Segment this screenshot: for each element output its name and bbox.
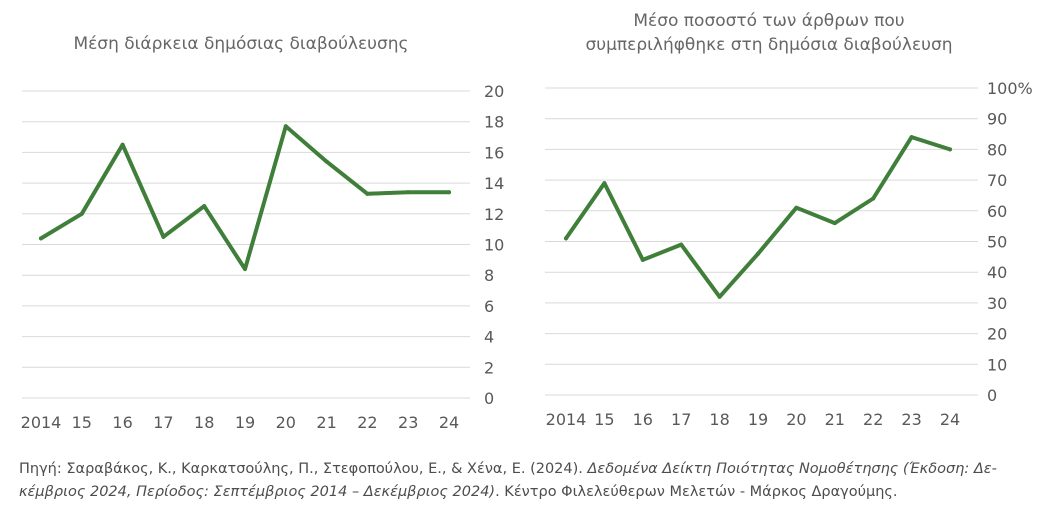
y-tick-label: 20 bbox=[987, 325, 1007, 344]
data-point bbox=[564, 236, 568, 241]
data-point bbox=[640, 257, 645, 262]
source-citation: Πηγή: Σαραβάκος, Κ., Καρκατσούλης, Π., Σ… bbox=[19, 458, 1039, 504]
y-tick-label: 10 bbox=[987, 355, 1007, 374]
data-point bbox=[717, 294, 722, 299]
x-tick-label: 19 bbox=[235, 413, 255, 432]
data-point bbox=[120, 142, 125, 147]
data-point bbox=[832, 221, 837, 226]
y-tick-label: 40 bbox=[987, 263, 1007, 282]
y-tick-label: 30 bbox=[987, 294, 1007, 313]
y-tick-label: 10 bbox=[484, 236, 504, 255]
y-tick-label: 0 bbox=[987, 386, 997, 405]
data-point bbox=[447, 190, 451, 195]
source-title-part2: κέμβριος 2024, Περίοδος: Σεπτέμβριος 201… bbox=[19, 484, 496, 500]
x-tick-label: 21 bbox=[825, 410, 845, 429]
y-tick-label: 18 bbox=[484, 113, 504, 132]
x-tick-label: 2014 bbox=[546, 410, 587, 429]
y-tick-label: 16 bbox=[484, 143, 504, 162]
x-tick-label: 17 bbox=[153, 413, 173, 432]
x-tick-label: 23 bbox=[398, 413, 418, 432]
data-point bbox=[365, 191, 370, 196]
data-point bbox=[79, 211, 84, 216]
chart-title-right-line2: συμπεριλήφθηκε στη δημόσια διαβούλευση bbox=[585, 35, 952, 55]
x-tick-label: 18 bbox=[194, 413, 214, 432]
x-tick-label: 22 bbox=[357, 413, 377, 432]
data-point bbox=[909, 135, 914, 140]
x-tick-label: 15 bbox=[594, 410, 614, 429]
x-tick-label: 20 bbox=[786, 410, 806, 429]
y-tick-label: 50 bbox=[987, 233, 1007, 252]
y-tick-label: 6 bbox=[484, 297, 494, 316]
x-tick-label: 24 bbox=[940, 410, 960, 429]
data-point bbox=[794, 205, 799, 210]
data-point bbox=[756, 251, 760, 256]
x-tick-label: 16 bbox=[112, 413, 132, 432]
y-tick-label: 90 bbox=[987, 110, 1007, 129]
y-tick-label: 60 bbox=[987, 202, 1007, 221]
x-tick-label: 20 bbox=[276, 413, 296, 432]
y-tick-label: 100% bbox=[987, 79, 1033, 98]
chart-average-articles-percentage: Μέσο ποσοστό των άρθρων που συμπεριλήφθη… bbox=[545, 11, 1033, 429]
data-point bbox=[202, 204, 207, 209]
source-prefix: Πηγή: Σαραβάκος, Κ., Καρκατσούλης, Π., Σ… bbox=[19, 461, 588, 477]
data-point bbox=[871, 196, 876, 201]
data-point bbox=[602, 181, 607, 186]
series-line-left bbox=[39, 124, 451, 272]
source-title-part1: Δεδομένα Δείκτη Ποιότητας Νομοθέτησης (Έ… bbox=[587, 461, 997, 477]
x-tick-label: 24 bbox=[439, 413, 459, 432]
y-tick-label: 8 bbox=[484, 266, 494, 285]
y-tick-label: 20 bbox=[484, 82, 504, 101]
chart-title-left: Μέση διάρκεια δημόσιας διαβούλευσης bbox=[73, 34, 408, 54]
y-tick-label: 70 bbox=[987, 171, 1007, 190]
x-tick-label: 22 bbox=[863, 410, 883, 429]
x-tick-label: 19 bbox=[748, 410, 768, 429]
data-point bbox=[283, 124, 288, 129]
y-tick-label: 80 bbox=[987, 140, 1007, 159]
y-tick-label: 14 bbox=[484, 174, 504, 193]
data-point bbox=[406, 190, 411, 195]
source-suffix: . Κέντρο Φιλελεύθερων Μελετών - Μάρκος Δ… bbox=[495, 484, 898, 500]
series-line-right bbox=[564, 135, 952, 299]
y-tick-label: 4 bbox=[484, 328, 494, 347]
x-tick-label: 16 bbox=[633, 410, 653, 429]
x-tick-label: 18 bbox=[709, 410, 729, 429]
data-point bbox=[948, 147, 952, 152]
y-tick-label: 12 bbox=[484, 205, 504, 224]
chart-average-consultation-duration: Μέση διάρκεια δημόσιας διαβούλευσης 0246… bbox=[21, 34, 505, 432]
chart-title-right-line1: Μέσο ποσοστό των άρθρων που bbox=[633, 11, 904, 31]
x-tick-label: 17 bbox=[671, 410, 691, 429]
data-point bbox=[161, 234, 166, 239]
y-tick-label: 0 bbox=[484, 389, 494, 408]
data-point bbox=[39, 236, 43, 241]
data-point bbox=[679, 242, 684, 247]
data-point bbox=[243, 267, 247, 272]
x-tick-label: 21 bbox=[316, 413, 336, 432]
x-tick-label: 15 bbox=[72, 413, 92, 432]
data-point bbox=[324, 159, 329, 164]
y-tick-label: 2 bbox=[484, 358, 494, 377]
x-tick-label: 2014 bbox=[21, 413, 62, 432]
x-tick-label: 23 bbox=[901, 410, 921, 429]
